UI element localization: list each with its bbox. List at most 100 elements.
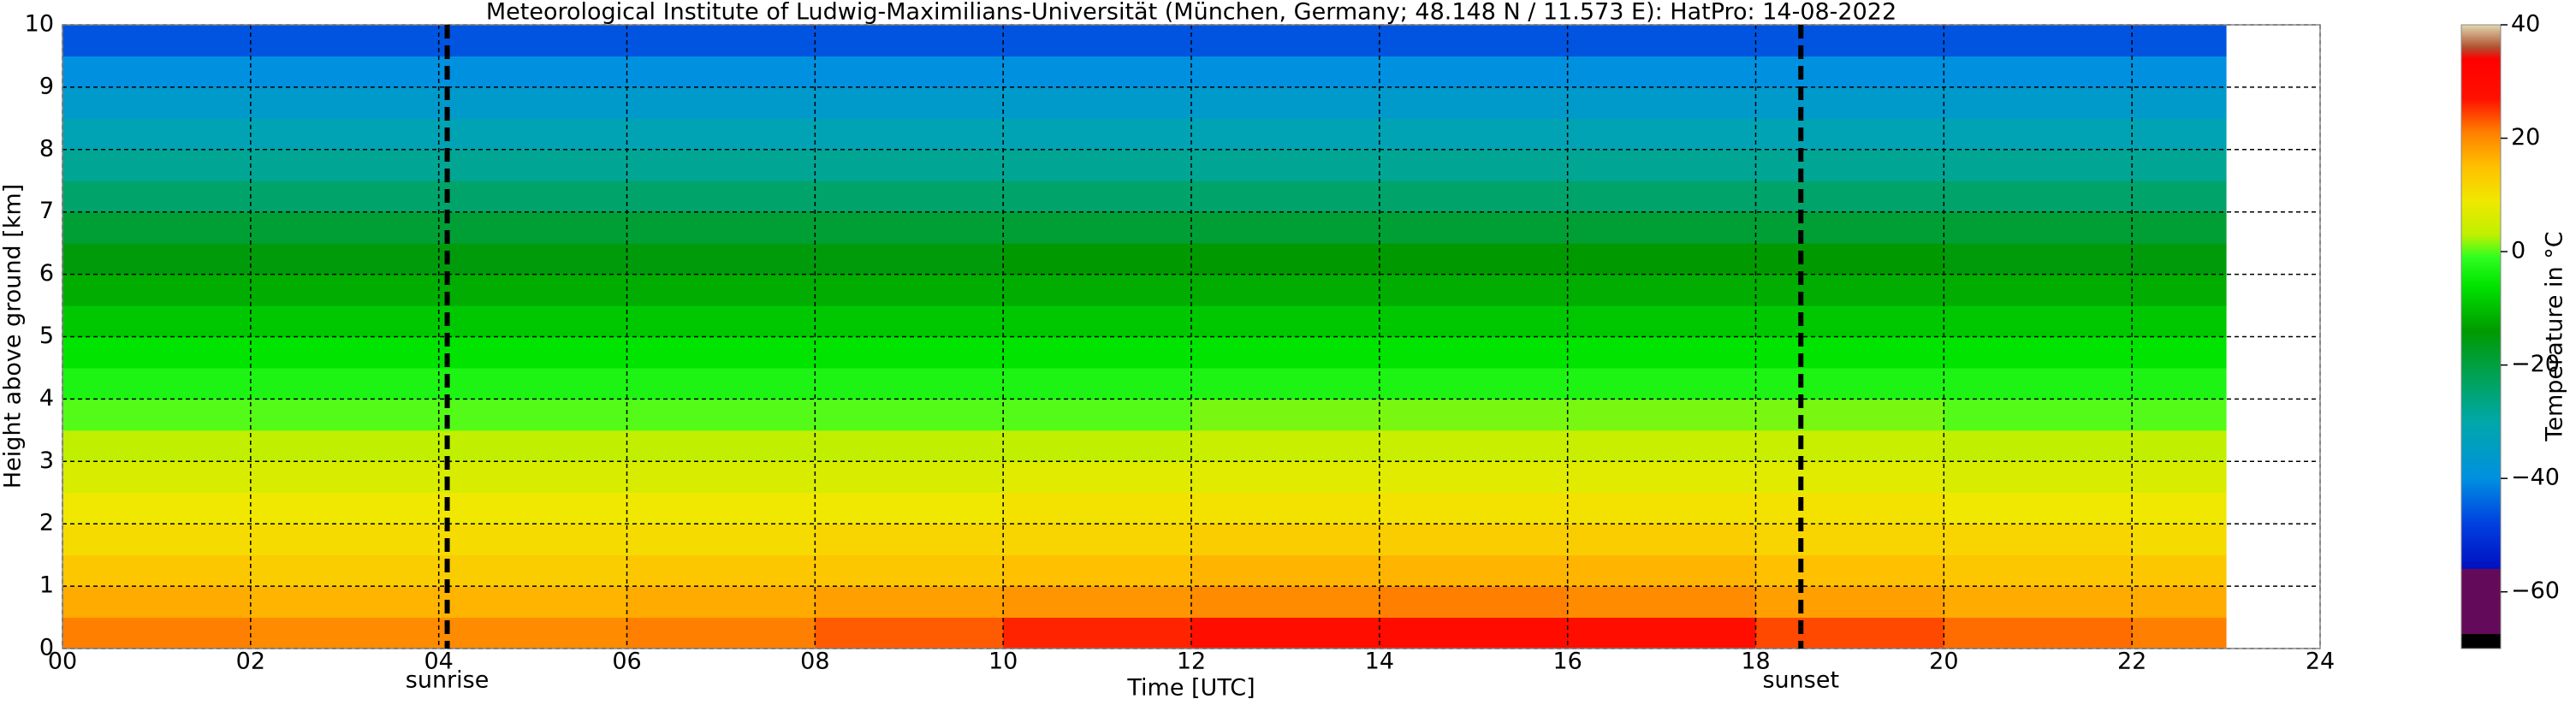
heatmap-cell	[1567, 305, 1756, 337]
heatmap-cell	[815, 211, 1004, 244]
heatmap-cell	[1944, 56, 2133, 88]
x-tick-label: 22	[2117, 649, 2146, 675]
heatmap-cell	[1755, 399, 1944, 431]
heatmap-cell	[1944, 243, 2133, 275]
heatmap-cell	[1003, 181, 1192, 213]
heatmap-cell	[626, 492, 816, 524]
heatmap-cell	[1567, 617, 1756, 649]
heatmap-cell	[815, 617, 1004, 649]
heatmap-cell	[626, 118, 816, 151]
heatmap-cell	[1944, 461, 2133, 494]
heatmap-cell	[1567, 367, 1756, 400]
heatmap-cell	[626, 461, 816, 494]
heatmap-cell	[2132, 492, 2227, 524]
colorbar-label: Temperature in °C	[2542, 231, 2568, 441]
heatmap-cell	[250, 211, 440, 244]
heatmap-cell	[1003, 243, 1192, 275]
heatmap-cell	[62, 274, 252, 306]
heatmap-cell	[815, 274, 1004, 306]
colorbar-tick-label: 40	[2511, 11, 2540, 38]
heatmap-cell	[1755, 211, 1944, 244]
heatmap-cell	[2132, 336, 2227, 369]
x-tick-label: 08	[800, 649, 829, 675]
heatmap-cell	[2132, 524, 2227, 556]
colorbar-tick-label: 20	[2511, 124, 2540, 151]
heatmap-cell	[815, 554, 1004, 587]
heatmap-cell	[626, 336, 816, 369]
x-tick-label: 24	[2306, 649, 2335, 675]
heatmap-cell	[438, 461, 627, 494]
heatmap-cell	[626, 367, 816, 400]
heatmap-cell	[815, 56, 1004, 88]
heatmap-cell	[2132, 56, 2227, 88]
y-tick-label: 1	[39, 572, 54, 599]
heatmap-cell	[1755, 274, 1944, 306]
heatmap-cell	[1755, 461, 1944, 494]
heatmap-cell	[626, 399, 816, 431]
heatmap-cell	[1567, 86, 1756, 119]
heatmap-cell	[438, 118, 627, 151]
heatmap-cell	[1755, 118, 1944, 151]
heatmap-cell	[815, 118, 1004, 151]
heatmap-cell	[1755, 243, 1944, 275]
heatmap-cell	[62, 56, 252, 88]
heatmap-cell	[626, 56, 816, 88]
heatmap-cell	[1003, 118, 1192, 151]
heatmap-cell	[1944, 430, 2133, 462]
heatmap-cell	[815, 430, 1004, 462]
x-tick-label: 02	[236, 649, 265, 675]
heatmap-cell	[438, 554, 627, 587]
y-tick-label: 2	[39, 510, 54, 536]
x-tick-label: 18	[1741, 649, 1770, 675]
heatmap-cell	[1944, 399, 2133, 431]
heatmap-cell	[1379, 461, 1569, 494]
heatmap-cell	[1191, 399, 1380, 431]
heatmap-cell	[626, 274, 816, 306]
x-tick-label: 10	[988, 649, 1018, 675]
heatmap-cell	[438, 86, 627, 119]
heatmap-cell	[2132, 554, 2227, 587]
heatmap-cell	[250, 367, 440, 400]
x-tick-label: 14	[1365, 649, 1394, 675]
heatmap-cell	[1755, 305, 1944, 337]
heatmap-cell	[1755, 25, 1944, 56]
heatmap-cell	[1191, 305, 1380, 337]
x-tick-label: 12	[1177, 649, 1206, 675]
heatmap-cell	[1191, 274, 1380, 306]
colorbar-tick-label: −60	[2511, 578, 2560, 604]
heatmap-cell	[438, 617, 627, 649]
x-tick-label: 06	[612, 649, 641, 675]
heatmap-cell	[62, 336, 252, 369]
heatmap-cell	[2132, 586, 2227, 619]
y-tick-label: 6	[39, 260, 54, 287]
y-tick-label: 8	[39, 135, 54, 162]
heatmap-cell	[438, 305, 627, 337]
heatmap-cell	[815, 399, 1004, 431]
heatmap-cell	[1379, 524, 1569, 556]
heatmap-cell	[250, 524, 440, 556]
heatmap-cell	[250, 118, 440, 151]
heatmap-cell	[626, 25, 816, 56]
heatmap-cell	[1944, 211, 2133, 244]
heatmap-cell	[815, 305, 1004, 337]
heatmap-cell	[62, 211, 252, 244]
heatmap-cell	[438, 399, 627, 431]
heatmap-cell	[62, 149, 252, 181]
heatmap-cell	[626, 554, 816, 587]
heatmap-cell	[1944, 586, 2133, 619]
heatmap-cell	[1003, 211, 1192, 244]
heatmap-cell	[1944, 524, 2133, 556]
heatmap-cell	[1191, 461, 1380, 494]
x-tick-label: 04	[424, 649, 453, 675]
heatmap-cell	[250, 336, 440, 369]
heatmap-cell	[1379, 243, 1569, 275]
heatmap-cell	[438, 56, 627, 88]
heatmap-cell	[1191, 586, 1380, 619]
heatmap-cell	[1944, 181, 2133, 213]
heatmap-cell	[1191, 86, 1380, 119]
heatmap-cell	[250, 274, 440, 306]
heatmap-cell	[1379, 554, 1569, 587]
heatmap-cell	[2132, 399, 2227, 431]
x-tick-label: 20	[1929, 649, 1958, 675]
heatmap-cell	[815, 461, 1004, 494]
